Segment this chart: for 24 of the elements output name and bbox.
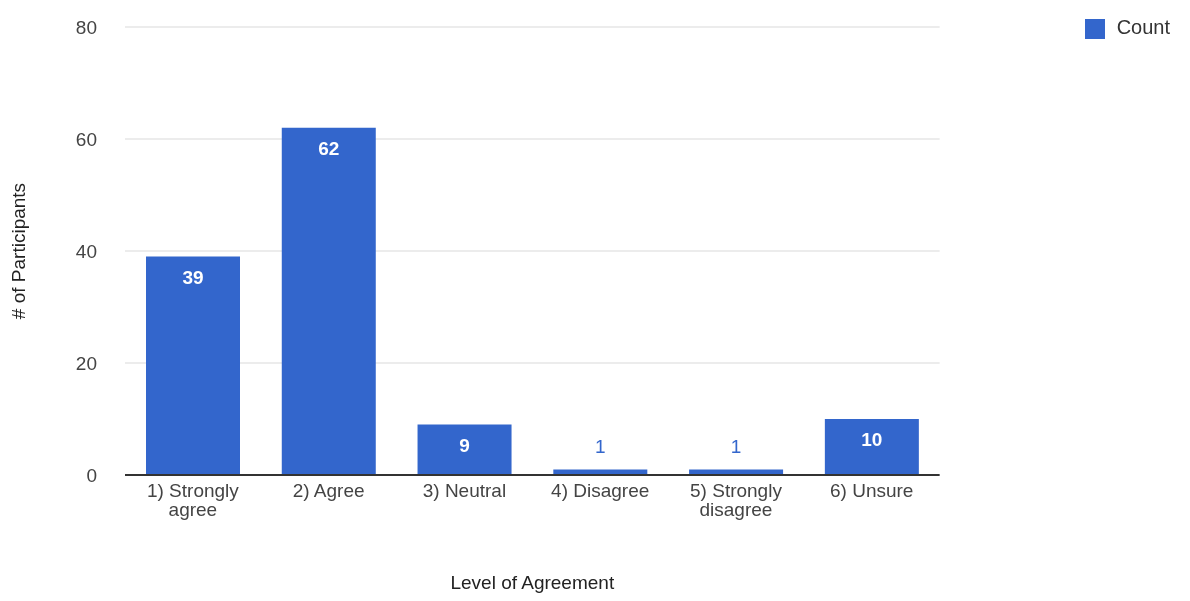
y-tick-label: 80 <box>75 16 97 38</box>
x-tick-label: 3) Neutral <box>422 480 507 501</box>
bar <box>824 419 919 475</box>
x-tick-label: 2) Agree <box>292 480 365 501</box>
y-axis-title: # of Participants <box>7 182 29 320</box>
data-label: 1 <box>595 436 606 458</box>
x-axis-title: Level of Agreement <box>450 572 615 593</box>
bar <box>146 256 240 475</box>
y-tick-label: 20 <box>75 352 97 374</box>
x-tick-label: 6) Unsure <box>830 480 914 501</box>
bar <box>417 424 512 475</box>
legend-label: Count <box>1116 16 1170 38</box>
x-tick-label: 4) Disagree <box>551 480 650 501</box>
x-tick-label: 5) Strongly disagree <box>690 480 783 520</box>
data-label: 62 <box>318 137 340 159</box>
data-label: 9 <box>459 434 470 456</box>
y-tick-label: 60 <box>75 128 97 150</box>
bar <box>281 127 376 475</box>
data-label: 1 <box>730 436 742 458</box>
y-tick-label: 40 <box>75 240 97 262</box>
data-label: 10 <box>861 429 883 450</box>
x-tick-label: 1) Strongly agree <box>146 480 240 520</box>
y-tick-label: 0 <box>86 464 97 486</box>
data-label: 39 <box>182 266 204 288</box>
